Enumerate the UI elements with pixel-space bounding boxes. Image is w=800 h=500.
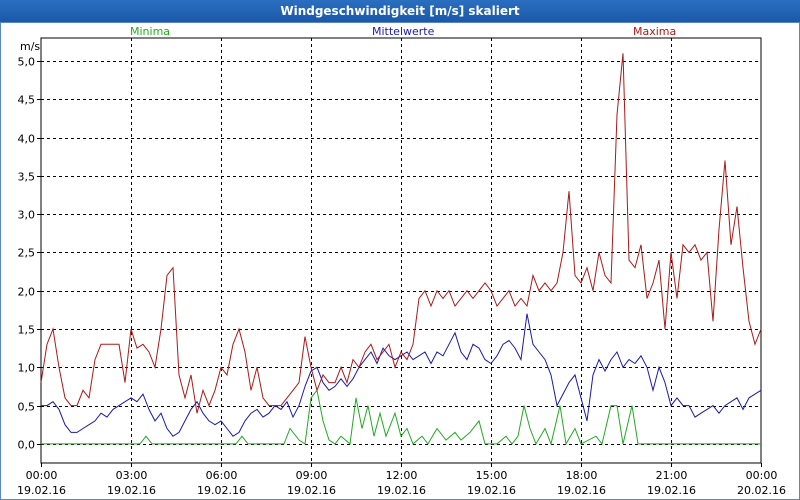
y-tick-label: 1,5	[18, 324, 36, 337]
x-tick-time: 03:00	[116, 469, 148, 482]
x-tick-time: 00:00	[26, 469, 58, 482]
x-tick-date: 20.02.16	[737, 484, 786, 497]
series-line-minima	[41, 389, 761, 446]
y-tick-label: 2,0	[18, 286, 36, 299]
legend-maxima: Maxima	[633, 25, 677, 38]
x-tick-time: 12:00	[386, 469, 418, 482]
x-tick-date: 19.02.16	[377, 484, 426, 497]
series-line-maxima	[40, 53, 762, 414]
legend-mittelwerte: Mittelwerte	[372, 25, 435, 38]
y-tick-label: 3,5	[18, 171, 36, 184]
legend-minima: Minima	[130, 25, 171, 38]
x-tick-time: 06:00	[206, 469, 238, 482]
y-tick-label: 0,5	[18, 401, 36, 414]
x-tick-time: 21:00	[656, 469, 688, 482]
x-tick-date: 19.02.16	[557, 484, 606, 497]
y-tick-label: 0,0	[18, 439, 36, 452]
y-tick-label: 3,0	[18, 209, 36, 222]
y-tick-label: 4,5	[18, 94, 36, 107]
x-tick-date: 19.02.16	[467, 484, 516, 497]
x-tick-date: 19.02.16	[287, 484, 336, 497]
x-tick-date: 19.02.16	[197, 484, 246, 497]
x-tick-time: 00:00	[746, 469, 778, 482]
y-tick-label: 4,0	[18, 133, 36, 146]
y-axis-unit: m/s	[20, 40, 41, 53]
x-tick-time: 15:00	[476, 469, 508, 482]
y-tick-label: 5,0	[18, 56, 36, 69]
x-tick-date: 19.02.16	[107, 484, 156, 497]
x-tick-time: 18:00	[566, 469, 598, 482]
y-tick-label: 2,5	[18, 247, 36, 260]
y-tick-label: 1,0	[18, 362, 36, 375]
series-line-mittelwerte	[41, 313, 762, 437]
x-tick-date: 19.02.16	[647, 484, 696, 497]
x-tick-time: 09:00	[296, 469, 328, 482]
x-tick-date: 19.02.16	[17, 484, 66, 497]
